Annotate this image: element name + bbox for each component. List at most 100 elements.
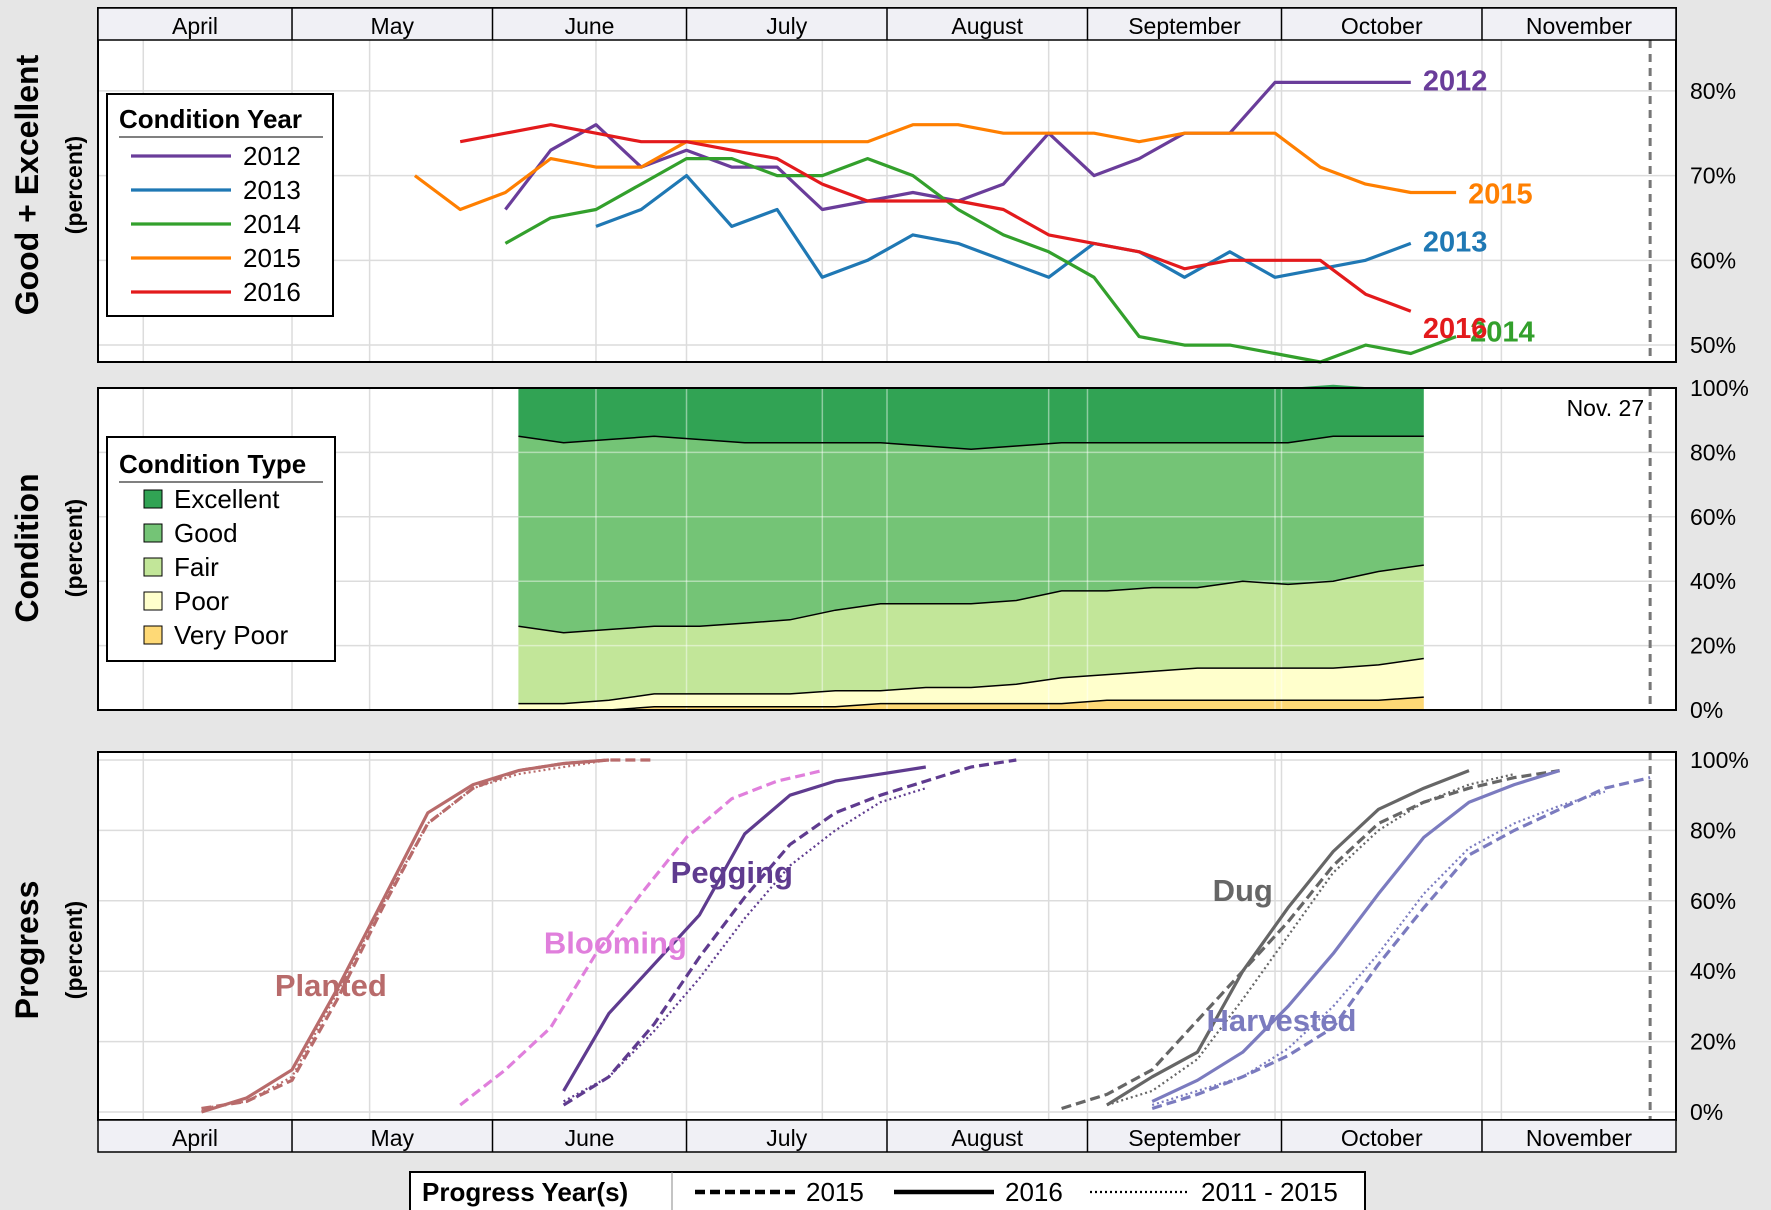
stage-label-harvested: Harvested: [1207, 1003, 1357, 1038]
y-tick-label: 40%: [1690, 958, 1736, 984]
legend-label: 2013: [243, 175, 301, 205]
y-tick-label: 0%: [1690, 1099, 1723, 1125]
series-end-label: 2015: [1468, 179, 1533, 211]
month-label: November: [1526, 1125, 1632, 1151]
legend-label: 2015: [243, 243, 301, 273]
progress-line-planted-dotted: [201, 758, 610, 1110]
legend-box: [409, 1171, 1366, 1210]
y-tick-label: 80%: [1690, 78, 1736, 104]
y-tick-label: 100%: [1690, 375, 1749, 401]
area-boundary: [518, 696, 1424, 711]
legend-title: Condition Type: [119, 449, 306, 479]
y-axis-title: Good + Excellent: [9, 54, 45, 315]
month-label: September: [1128, 1125, 1241, 1151]
y-tick-label: 60%: [1690, 888, 1736, 914]
area-boundary: [518, 435, 1424, 450]
progress-line-harvested-solid: [1151, 769, 1561, 1103]
y-axis-title: Condition: [9, 473, 45, 622]
series-line-2013: [595, 174, 1412, 279]
stage-label-blooming: Blooming: [544, 926, 687, 961]
legend-label: Excellent: [174, 484, 280, 514]
y-tick-label: 20%: [1690, 633, 1736, 659]
y-axis-subtitle: (percent): [61, 499, 87, 597]
series-end-label: 2016: [1423, 313, 1488, 345]
legend-label: 2016: [1005, 1177, 1063, 1207]
panel-border: [97, 387, 1677, 711]
area-good: [518, 436, 1424, 633]
legend-box: [106, 93, 334, 317]
legend-label: Good: [174, 518, 238, 548]
stage-label-planted: Planted: [275, 968, 387, 1003]
month-label: April: [172, 13, 218, 39]
nov27-label: Nov. 27: [1567, 395, 1645, 421]
area-boundary: [518, 564, 1424, 634]
y-tick-label: 20%: [1690, 1029, 1736, 1055]
area-fair: [518, 565, 1424, 704]
series-line-2015: [413, 123, 1457, 212]
legend-label: 2012: [243, 141, 301, 171]
progress-line-harvested-dashed: [1151, 776, 1651, 1111]
legend-label: 2016: [243, 277, 301, 307]
y-tick-label: 100%: [1690, 747, 1749, 773]
y-axis-subtitle: (percent): [61, 901, 87, 999]
progress-line-dug-dashed: [1061, 769, 1560, 1111]
legend-swatch: [143, 591, 163, 611]
legend-label: Fair: [174, 552, 219, 582]
y-axis-title: Progress: [9, 881, 45, 1020]
y-tick-label: 80%: [1690, 817, 1736, 843]
area-poor: [518, 658, 1424, 710]
legend-box: [106, 436, 336, 662]
progress-year-legend: Progress Year(s) 2015 2016 2011 - 2015: [409, 1171, 1366, 1210]
month-label: November: [1526, 13, 1632, 39]
series-line-2014: [504, 157, 1457, 364]
y-axis-subtitle: (percent): [61, 136, 87, 234]
month-label: October: [1341, 13, 1423, 39]
series-end-label: 2012: [1423, 65, 1488, 97]
y-tick-label: 80%: [1690, 439, 1736, 465]
panel-condition: Nov. 27 0% 20% 40% 60% 80% 100% Condition (perce…: [9, 375, 1749, 723]
month-label: September: [1128, 13, 1241, 39]
panel-good-excellent: 2012 2013 2014 2015 2016 April May June July Augu…: [9, 7, 1736, 364]
legend-label: 2015: [806, 1177, 864, 1207]
y-tick-label: 60%: [1690, 504, 1736, 530]
month-label: July: [766, 13, 807, 39]
y-tick-label: 0%: [1690, 697, 1723, 723]
series-line-2016: [459, 123, 1412, 313]
month-label: April: [172, 1125, 218, 1151]
stage-label-pegging: Pegging: [671, 855, 793, 890]
area-boundary: [518, 657, 1424, 705]
legend-swatch: [143, 489, 163, 509]
legend-swatch: [143, 625, 163, 645]
legend-label: 2014: [243, 209, 301, 239]
month-label: October: [1341, 1125, 1423, 1151]
progress-line-dug-dotted: [1106, 773, 1515, 1107]
month-label: July: [766, 1125, 807, 1151]
legend-label: 2011 - 2015: [1201, 1177, 1338, 1207]
y-tick-label: 50%: [1690, 332, 1736, 358]
legend-label: Very Poor: [174, 620, 289, 650]
progress-line-blooming-dashed: [459, 769, 823, 1107]
legend-label: Poor: [174, 586, 229, 616]
month-label: August: [951, 13, 1023, 39]
panel-progress: Planted Blooming Pegging Dug Harvested April M…: [9, 747, 1749, 1153]
progress-line-dug-solid: [1106, 769, 1470, 1107]
legend-title: Progress Year(s): [422, 1177, 628, 1207]
progress-line-pegging-solid: [562, 765, 927, 1092]
month-label: May: [371, 13, 415, 39]
area-excellent: [518, 384, 1424, 450]
month-label: May: [371, 1125, 415, 1151]
y-tick-label: 70%: [1690, 163, 1736, 189]
progress-line-pegging-dotted: [563, 787, 927, 1103]
y-tick-label: 40%: [1690, 568, 1736, 594]
legend-swatch: [143, 523, 163, 543]
month-label: June: [565, 1125, 615, 1151]
month-label: June: [565, 13, 615, 39]
month-label: August: [951, 1125, 1023, 1151]
legend-title: Condition Year: [119, 104, 302, 134]
y-tick-label: 60%: [1690, 247, 1736, 273]
series-end-label: 2014: [1470, 317, 1535, 349]
progress-line-planted-dashed: [201, 758, 655, 1111]
progress-line-pegging-dashed: [562, 758, 1017, 1107]
series-end-label: 2013: [1423, 226, 1488, 258]
